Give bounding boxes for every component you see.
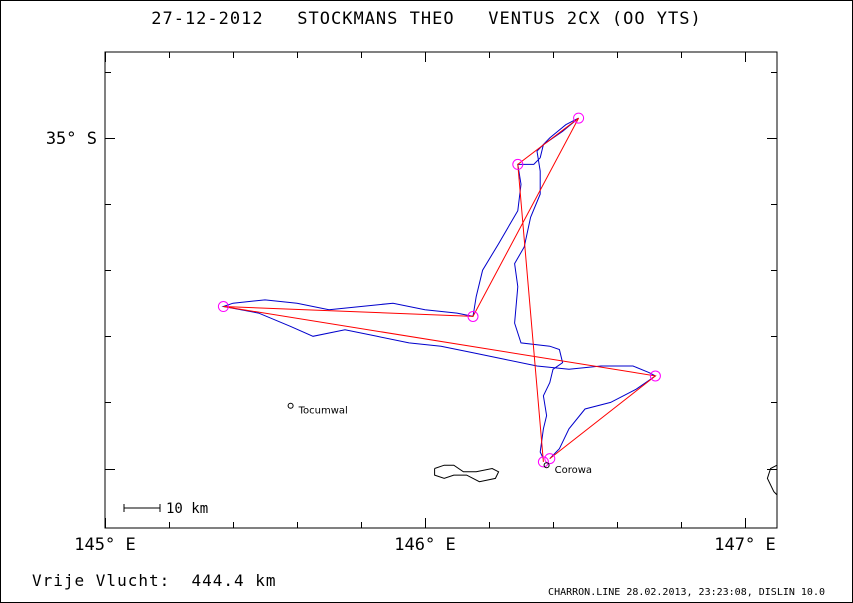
free-flight-label: Vrije Vlucht: [32,571,171,590]
turnpoint-circle-icon [217,301,229,313]
place-marker-icon [287,402,294,409]
coastline-layer [434,464,778,496]
task-route-line [223,117,657,462]
turnpoint-circle-icon [573,112,585,124]
free-flight-distance: Vrije Vlucht: 444.4 km [32,571,277,590]
turnpoint-circle-icon [512,158,524,170]
free-flight-value: 444.4 km [191,571,277,590]
gps-track-line [221,117,657,459]
x-tick-label-145: 145° E [74,535,135,555]
place-corowa: Corowa [543,462,592,476]
map-area [104,51,778,529]
x-tick-label-147: 147° E [714,535,775,555]
scale-bar-label: 10 km [166,501,208,517]
coastline-segment [434,464,500,483]
plot-title: 27-12-2012 STOCKMANS THEO VENTUS 2CX (OO… [151,9,702,29]
place-label-tocumwal: Tocumwal [298,406,348,417]
place-tocumwal: Tocumwal [287,402,348,417]
turnpoint-circle-icon [537,456,549,468]
turnpoint-circle-icon [467,310,479,322]
scale-bar: 10 km [123,501,208,517]
turnpoint-circle-icon [544,453,556,465]
place-label-corowa: Corowa [555,465,592,476]
y-tick-label-35s: 35° S [46,129,97,149]
coastline-segment [766,464,778,496]
turnpoint-circle-icon [649,370,661,382]
x-tick-label-146: 146° E [394,535,455,555]
turnpoints-layer [217,112,661,468]
footer-credit: CHARRON.LINE 28.02.2013, 23:23:08, DISLI… [548,587,825,598]
axis-ticks [105,52,777,528]
place-marker-icon [543,462,550,469]
